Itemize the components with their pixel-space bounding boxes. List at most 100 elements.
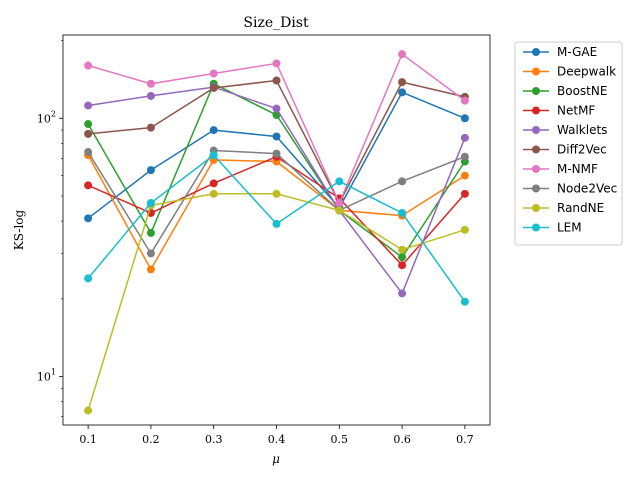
series-boostne bbox=[84, 79, 469, 262]
data-point bbox=[146, 198, 155, 207]
legend-item: NetMF bbox=[523, 104, 595, 118]
legend-item: Diff2Vec bbox=[523, 143, 607, 157]
data-point bbox=[209, 151, 218, 160]
legend-item: M-GAE bbox=[523, 45, 597, 59]
data-point bbox=[146, 228, 155, 237]
data-point bbox=[84, 120, 93, 129]
legend-label: Walklets bbox=[557, 123, 607, 137]
data-point bbox=[146, 265, 155, 274]
data-point bbox=[84, 274, 93, 283]
data-point bbox=[84, 406, 93, 415]
data-point bbox=[84, 129, 93, 138]
data-point bbox=[209, 69, 218, 78]
data-point bbox=[209, 83, 218, 92]
data-point bbox=[84, 61, 93, 70]
legend-item: LEM bbox=[523, 221, 582, 235]
series-walklets bbox=[84, 83, 469, 298]
data-point bbox=[398, 289, 407, 298]
data-point bbox=[146, 249, 155, 258]
legend: M-GAE Deepwalk BoostNE NetMF Walklets Diff2Ve… bbox=[514, 41, 623, 246]
legend-item: RandNE bbox=[523, 201, 604, 215]
x-tick-label: 0.7 bbox=[456, 433, 474, 446]
legend-swatch-marker bbox=[532, 48, 540, 56]
data-point bbox=[460, 297, 469, 306]
legend-swatch-marker bbox=[532, 87, 540, 95]
legend-swatch-marker bbox=[532, 106, 540, 115]
data-point bbox=[209, 189, 218, 198]
y-axis-label: KS-log bbox=[12, 209, 26, 250]
legend-box bbox=[514, 41, 623, 246]
chart-title: Size_Dist bbox=[243, 15, 309, 31]
legend-label: BoostNE bbox=[557, 84, 607, 98]
legend-item: Walklets bbox=[523, 123, 607, 137]
series-lem bbox=[84, 151, 469, 306]
data-point bbox=[209, 126, 218, 135]
data-point bbox=[146, 91, 155, 100]
data-point bbox=[272, 189, 281, 198]
legend-swatch-marker bbox=[532, 126, 540, 134]
legend-swatch-marker bbox=[532, 184, 540, 193]
data-point bbox=[460, 114, 469, 123]
y-tick-label: 102 bbox=[37, 109, 56, 125]
legend-label: NetMF bbox=[557, 104, 595, 118]
x-tick-label: 0.5 bbox=[331, 433, 349, 446]
legend-label: M-NMF bbox=[557, 162, 598, 176]
legend-label: RandNE bbox=[557, 201, 604, 215]
x-tick-label: 0.1 bbox=[79, 433, 97, 446]
data-point bbox=[84, 101, 93, 110]
data-point bbox=[398, 208, 407, 217]
data-point bbox=[272, 104, 281, 113]
data-point bbox=[335, 198, 344, 207]
legend-item: Deepwalk bbox=[523, 65, 616, 79]
legend-item: M-NMF bbox=[523, 162, 598, 176]
data-point bbox=[460, 171, 469, 180]
data-point bbox=[460, 133, 469, 142]
data-point bbox=[460, 189, 469, 198]
data-point bbox=[398, 50, 407, 59]
legend-label: Node2Vec bbox=[557, 182, 617, 196]
data-point bbox=[146, 166, 155, 175]
data-point bbox=[460, 152, 469, 161]
legend-swatch-marker bbox=[532, 204, 540, 212]
x-tick-label: 0.6 bbox=[393, 433, 411, 446]
data-point bbox=[398, 261, 407, 270]
data-point bbox=[84, 181, 93, 190]
legend-swatch-marker bbox=[532, 145, 540, 154]
data-point bbox=[398, 253, 407, 262]
data-point bbox=[84, 214, 93, 223]
legend-label: Deepwalk bbox=[557, 65, 616, 79]
data-point bbox=[272, 132, 281, 141]
data-point bbox=[272, 76, 281, 85]
x-tick-label: 0.2 bbox=[142, 433, 160, 446]
data-point bbox=[398, 177, 407, 186]
data-point bbox=[84, 148, 93, 157]
x-axis-label: μ bbox=[272, 452, 280, 466]
data-point bbox=[146, 123, 155, 132]
legend-swatch-marker bbox=[532, 165, 540, 173]
x-tick-label: 0.4 bbox=[268, 433, 286, 446]
data-point bbox=[335, 206, 344, 215]
data-point bbox=[272, 149, 281, 158]
data-point bbox=[335, 177, 344, 186]
series-m-nmf bbox=[84, 50, 469, 207]
plot-area bbox=[84, 50, 469, 415]
data-point bbox=[460, 96, 469, 105]
x-tick-label: 0.3 bbox=[205, 433, 223, 446]
data-point bbox=[398, 88, 407, 97]
data-point bbox=[272, 219, 281, 228]
legend-item: BoostNE bbox=[523, 84, 607, 98]
x-axis: 0.1 0.2 0.3 0.4 0.5 0.6 0.7 bbox=[79, 425, 474, 446]
data-point bbox=[460, 225, 469, 234]
data-point bbox=[272, 59, 281, 68]
legend-swatch-marker bbox=[532, 67, 540, 76]
y-tick-label: 101 bbox=[37, 368, 56, 384]
legend-label: M-GAE bbox=[557, 45, 597, 59]
legend-item: Node2Vec bbox=[523, 182, 617, 196]
data-point bbox=[398, 245, 407, 254]
legend-label: LEM bbox=[557, 221, 582, 235]
legend-label: Diff2Vec bbox=[557, 143, 607, 157]
data-point bbox=[146, 79, 155, 88]
legend-swatch-marker bbox=[532, 223, 540, 232]
y-axis: 101 102 bbox=[37, 40, 63, 417]
